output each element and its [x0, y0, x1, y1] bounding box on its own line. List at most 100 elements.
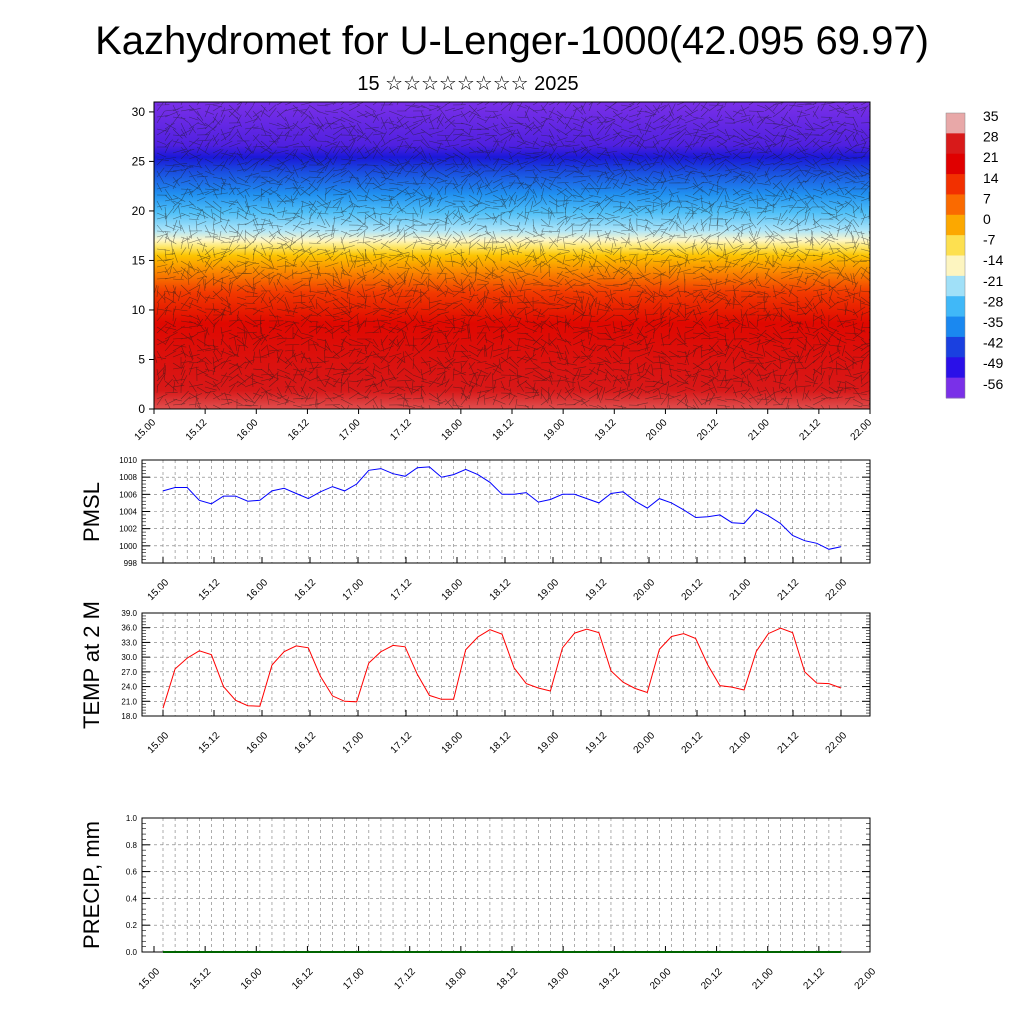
x-tick-label: 20.00: [648, 966, 674, 992]
colorbar-label: 14: [983, 170, 999, 186]
x-tick-label: 15.00: [146, 577, 172, 603]
x-tick-label: 18.00: [440, 577, 466, 603]
y-axis-label: PMSL: [79, 482, 104, 542]
x-tick-label: 21.00: [728, 730, 754, 756]
colorbar-swatch: [946, 336, 965, 358]
x-tick-label: 16.12: [290, 966, 316, 992]
colorbar-swatch: [946, 113, 965, 134]
heatmap-x-tick-label: 15.00: [133, 417, 159, 443]
x-tick-label: 20.00: [632, 577, 658, 603]
x-tick-label: 19.00: [536, 577, 562, 603]
x-tick-label: 21.12: [802, 966, 828, 992]
x-tick-label: 17.12: [389, 730, 415, 756]
heatmap-x-tick-label: 22.00: [849, 417, 875, 443]
heatmap-x-tick-label: 16.00: [235, 417, 261, 443]
x-tick-label: 17.12: [392, 966, 418, 992]
heatmap-x-tick-label: 17.00: [337, 417, 363, 443]
heatmap-x-tick-label: 21.12: [798, 417, 824, 443]
y-tick-label: 1006: [119, 490, 137, 499]
heatmap-y-tick-label: 30: [132, 105, 146, 119]
colorbar-swatch: [946, 275, 965, 297]
heatmap-y-tick-label: 20: [132, 204, 146, 218]
x-tick-label: 20.12: [680, 730, 706, 756]
heatmap-y-tick-label: 5: [138, 352, 145, 366]
x-tick-label: 18.00: [444, 966, 470, 992]
x-tick-label: 16.00: [245, 730, 271, 756]
heatmap-x-tick-label: 19.00: [542, 417, 568, 443]
x-tick-label: 20.12: [680, 577, 706, 603]
x-tick-label: 16.12: [293, 730, 319, 756]
heatmap-x-tick-label: 20.12: [695, 417, 721, 443]
x-tick-label: 21.12: [776, 730, 802, 756]
chart-title: Kazhydromet for U-Lenger-1000(42.095 69.…: [95, 19, 929, 63]
x-tick-label: 22.00: [824, 577, 850, 603]
x-tick-label: 15.00: [146, 730, 172, 756]
x-tick-label: 18.12: [488, 577, 514, 603]
colorbar-swatch: [946, 316, 965, 338]
x-tick-label: 18.12: [488, 730, 514, 756]
y-tick-label: 1010: [119, 456, 137, 465]
y-tick-label: 1000: [119, 542, 137, 551]
heatmap-x-tick-label: 15.12: [184, 417, 210, 443]
series-line: [162, 627, 842, 709]
colorbar-label: -42: [983, 335, 1003, 351]
y-tick-label: 18.0: [121, 712, 137, 721]
heatmap-x-tick-label: 19.12: [593, 417, 619, 443]
y-axis-label: PRECIP, mm: [79, 821, 104, 949]
x-tick-label: 15.12: [197, 577, 223, 603]
x-tick-label: 15.12: [188, 966, 214, 992]
heatmap-y-tick-label: 15: [132, 253, 146, 267]
y-tick-label: 27.0: [121, 668, 137, 677]
x-tick-label: 19.00: [536, 730, 562, 756]
y-tick-label: 36.0: [121, 624, 137, 633]
x-tick-label: 21.12: [776, 577, 802, 603]
y-tick-label: 24.0: [121, 683, 137, 692]
panel-1: 998 1000 1002 1004 1006 1008 1010 15.00 15.12 16.…: [79, 456, 871, 603]
heatmap-x-tick-label: 17.12: [388, 417, 414, 443]
colorbar-label: 7: [983, 190, 991, 206]
chart-subtitle: 15 ☆☆☆☆☆☆☆☆ 2025: [357, 73, 579, 95]
series-line: [162, 466, 842, 550]
x-tick-label: 18.00: [440, 730, 466, 756]
x-tick-label: 22.00: [853, 966, 879, 992]
x-tick-label: 19.12: [584, 577, 610, 603]
x-tick-label: 21.00: [750, 966, 776, 992]
x-tick-label: 17.12: [389, 577, 415, 603]
colorbar-label: 0: [983, 211, 991, 227]
y-tick-label: 0.6: [126, 868, 138, 877]
heatmap-y-tick-label: 0: [138, 402, 145, 416]
x-tick-label: 19.12: [584, 730, 610, 756]
y-tick-label: 0.2: [126, 921, 138, 930]
y-tick-label: 1002: [119, 525, 137, 534]
heatmap-x-tick-label: 18.00: [440, 417, 466, 443]
colorbar-swatch: [946, 153, 965, 175]
colorbar-label: -21: [983, 273, 1003, 289]
x-tick-label: 17.00: [341, 577, 367, 603]
y-tick-label: 21.0: [121, 697, 137, 706]
x-tick-label: 16.12: [293, 577, 319, 603]
panel-3: 0.0 0.2 0.4 0.6 0.8 1.0 15.00 15.12 16.00 16.12 17…: [79, 814, 878, 992]
colorbar-swatch: [946, 194, 965, 216]
heatmap-x-tick-label: 21.00: [746, 417, 772, 443]
panel-frame: [141, 612, 871, 717]
colorbar-label: 35: [983, 108, 999, 124]
colorbar-swatch: [946, 133, 965, 155]
heatmap-y-tick-label: 10: [132, 303, 146, 317]
colorbar-swatch: [946, 235, 965, 256]
heatmap-x-tick-label: 18.12: [491, 417, 517, 443]
y-tick-label: 30.0: [121, 653, 137, 662]
colorbar-label: -56: [983, 376, 1003, 392]
colorbar-swatch: [946, 296, 965, 318]
heatmap-y-tick-label: 25: [132, 154, 146, 168]
y-tick-label: 1008: [119, 473, 137, 482]
x-tick-label: 20.00: [632, 730, 658, 756]
colorbar-label: -49: [983, 355, 1003, 371]
panel-2: 18.0 21.0 24.0 27.0 30.0 33.0 36.0 39.0 15.00 15.…: [79, 601, 871, 756]
colorbar-swatch: [946, 255, 965, 277]
x-tick-label: 17.00: [341, 966, 367, 992]
colorbar-swatch: [946, 357, 965, 379]
colorbar-swatch: [946, 214, 965, 236]
panel-frame: [141, 817, 871, 953]
x-tick-label: 19.12: [597, 966, 623, 992]
